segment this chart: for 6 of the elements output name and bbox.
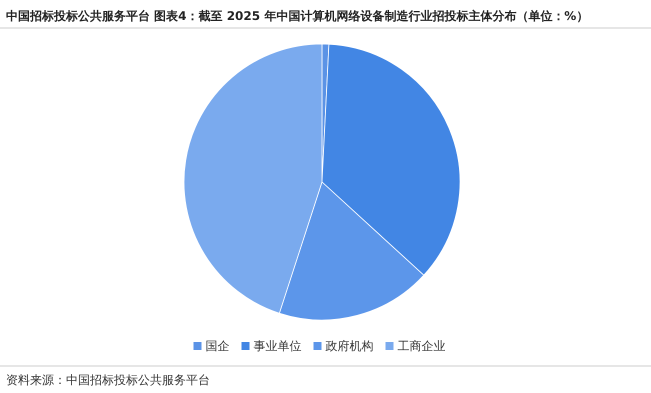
- legend-label: 政府机构: [326, 339, 374, 353]
- legend-label: 国企: [206, 339, 230, 353]
- chart-title: 中国招标投标公共服务平台 图表4：截至 2025 年中国计算机网络设备制造行业招投标主体分布（单位：%）: [6, 9, 588, 23]
- text: 资料来源：中国招标投标公共服务平台: [6, 373, 210, 387]
- legend-label: 工商企业: [398, 339, 446, 353]
- legend-label: 事业单位: [254, 339, 302, 353]
